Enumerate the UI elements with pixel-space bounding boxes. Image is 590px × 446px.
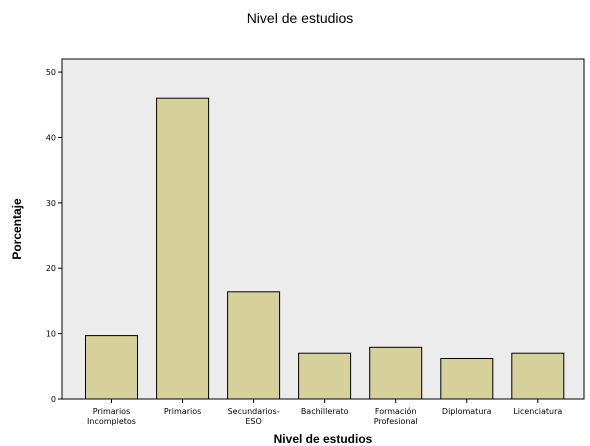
y-tick-label: 50 (46, 68, 56, 77)
x-tick-label: Primarios (164, 407, 201, 416)
bar (299, 353, 351, 399)
x-tick-label: Secundarios-ESO (228, 407, 280, 426)
x-tick-label: Diplomatura (442, 407, 492, 416)
bar (512, 353, 564, 399)
x-tick-label: Licenciatura (513, 407, 562, 416)
bar (228, 292, 280, 399)
y-tick-label: 0 (51, 395, 56, 404)
y-tick-label: 20 (46, 264, 56, 273)
bar (86, 336, 138, 399)
y-axis: 0 10 20 30 40 50 (46, 68, 62, 404)
bar (157, 98, 209, 399)
x-tick-label: Bachillerato (301, 407, 349, 416)
x-tick-label: Formación Profesional (374, 406, 418, 426)
y-tick-label: 40 (46, 133, 56, 142)
bar (441, 359, 493, 400)
y-tick-label: 30 (46, 199, 56, 208)
x-axis-title: Nivel de estudios (274, 432, 373, 446)
chart-title: Nivel de estudios (247, 10, 354, 26)
y-tick-label: 10 (46, 330, 56, 339)
plot-area (62, 59, 584, 399)
x-tick-label: Primarios Incompletos (87, 407, 136, 426)
y-axis-title: Porcentaje (10, 198, 24, 260)
bar (370, 347, 422, 399)
x-axis-labels: Primarios Incompletos Primarios Secundarios… (87, 399, 562, 426)
